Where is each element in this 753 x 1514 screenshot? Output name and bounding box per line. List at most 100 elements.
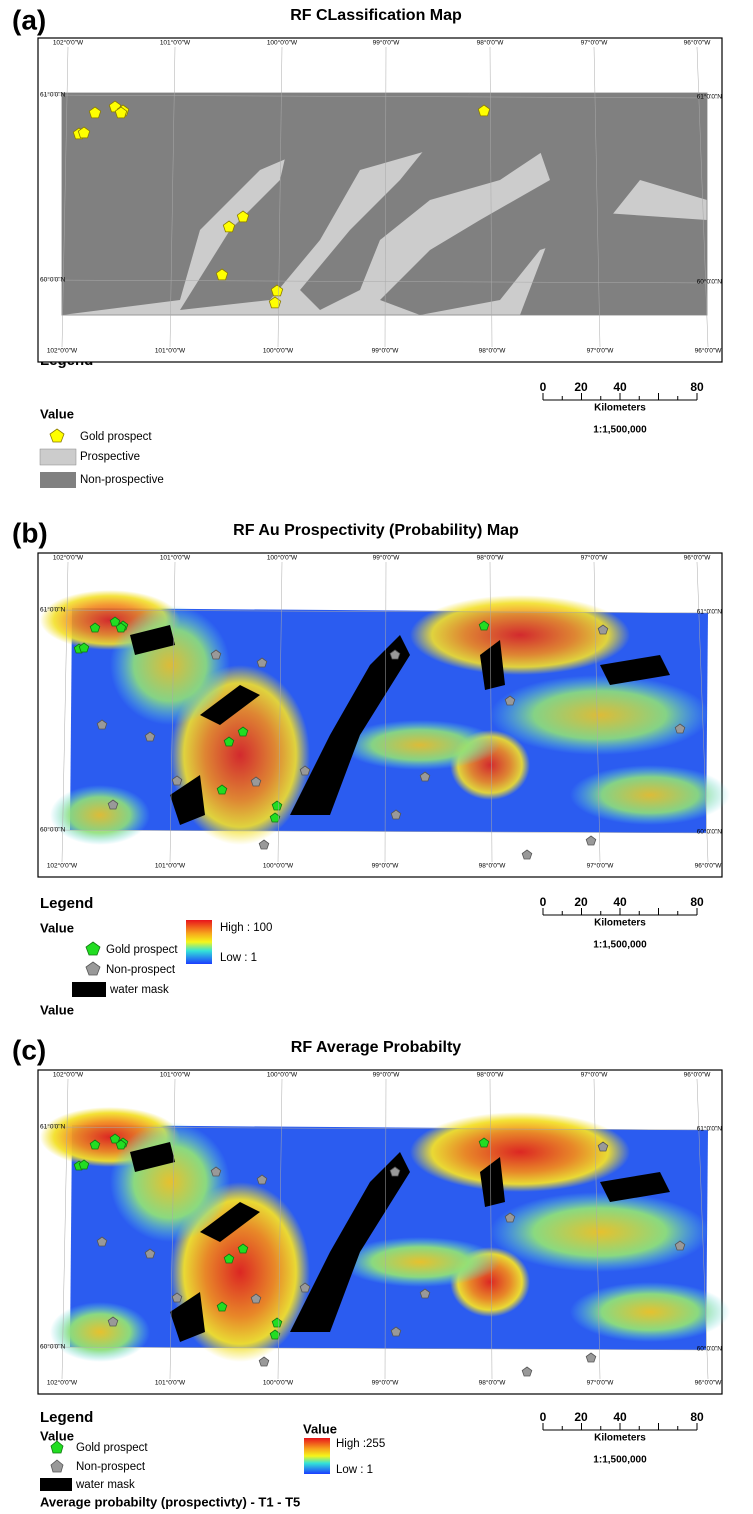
prospect-symbol [269, 1329, 281, 1340]
color-ramp [186, 920, 212, 964]
prospect-symbol [222, 220, 236, 233]
scale-label: 80 [690, 895, 704, 909]
prospect-symbol [109, 1133, 121, 1144]
prospect-symbol [171, 775, 183, 786]
gold-symbol [49, 428, 65, 443]
lon-label: 97°0'0"W [581, 1071, 609, 1079]
water-mask [600, 1172, 670, 1202]
prospect-symbol [256, 657, 268, 668]
lon-label: 97°0'0"W [587, 1379, 615, 1387]
graticule [61, 561, 69, 863]
lon-label: 98°0'0"W [477, 554, 505, 562]
lat-label: 61°0'0"N [40, 606, 66, 614]
map-title: RF Au Prospectivity (Probability) Map [233, 522, 519, 539]
prospect-symbol [258, 1356, 270, 1367]
probability-blob [340, 1237, 500, 1287]
prospect-symbol [585, 835, 597, 846]
prospect-symbol [216, 784, 228, 795]
lon-label: 99°0'0"W [373, 39, 401, 47]
prospect-symbol [504, 1212, 516, 1223]
prospect-symbol [89, 622, 101, 633]
prospect-symbol [107, 799, 119, 810]
panel-label: (b) [12, 517, 48, 548]
legend-item: Gold prospect [106, 944, 178, 956]
prospect-symbol [270, 284, 284, 297]
nonprospective-area [62, 120, 220, 250]
graticule [41, 94, 719, 99]
lon-label: 96°0'0"W [684, 1071, 712, 1079]
lat-label: 61°0'0"N [697, 93, 723, 101]
prospect-symbol [109, 616, 121, 627]
nonprospective-area [62, 93, 330, 315]
prospect-symbol [78, 642, 90, 653]
graticule [169, 46, 176, 348]
nonprospective-area [520, 210, 707, 315]
lat-label: 60°0'0"N [697, 278, 723, 286]
prospect-symbol [115, 622, 127, 633]
lon-label: 99°0'0"W [373, 1071, 401, 1079]
lon-label: 102°0'0"W [47, 1379, 78, 1387]
scale-label: 20 [574, 895, 588, 909]
prospect-symbol [269, 812, 281, 823]
prospect-symbol [597, 624, 609, 635]
legend-heading: Legend [40, 1409, 93, 1426]
lon-label: 98°0'0"W [477, 39, 505, 47]
lon-label: 99°0'0"W [372, 862, 400, 870]
prospect-symbol [223, 736, 235, 747]
lat-label: 60°0'0"N [40, 1343, 66, 1351]
graticule [696, 1078, 709, 1380]
scale-ratio: 1:1,500,000 [593, 425, 647, 436]
legend-item: Gold prospect [76, 1442, 148, 1454]
nonprospect-symbol [85, 961, 101, 976]
prospect-symbol [389, 649, 401, 660]
water-mask [600, 655, 670, 685]
lon-label: 101°0'0"W [155, 1379, 186, 1387]
water-swatch [40, 1478, 72, 1491]
prospect-symbol [389, 1166, 401, 1177]
ramp-high: High :255 [336, 1438, 385, 1450]
graticule [593, 1078, 601, 1380]
prospect-symbol [77, 126, 91, 139]
prospect-symbol [216, 1301, 228, 1312]
scale-unit: Kilometers [594, 1433, 646, 1444]
water-mask [290, 635, 410, 815]
graticule [41, 829, 719, 834]
nonprospective-area [380, 93, 707, 315]
water-mask [130, 625, 175, 655]
prospect-symbol [237, 726, 249, 737]
lat-label: 60°0'0"N [40, 276, 66, 284]
lon-label: 96°0'0"W [695, 1379, 723, 1387]
scale-label: 0 [540, 895, 547, 909]
lon-label: 100°0'0"W [267, 1071, 298, 1079]
prospect-symbol [144, 731, 156, 742]
graticule [41, 1346, 719, 1351]
scale-unit: Kilometers [594, 918, 646, 929]
lon-label: 98°0'0"W [479, 1379, 507, 1387]
prospect-symbol [299, 1282, 311, 1293]
prospect-symbol [210, 649, 222, 660]
nonprospective-swatch [40, 472, 76, 488]
probability-blob [50, 785, 150, 845]
probability-blob [50, 1302, 150, 1362]
water-mask [480, 1157, 505, 1207]
graticule [169, 561, 176, 863]
ramp-low: Low : 1 [220, 952, 257, 964]
scale-ratio: 1:1,500,000 [593, 1455, 647, 1466]
water-mask [290, 1152, 410, 1332]
graticule [169, 1078, 176, 1380]
gold-symbol [50, 1440, 64, 1454]
graticule [384, 1078, 387, 1380]
lat-label: 60°0'0"N [697, 1345, 723, 1353]
prospect-symbol [210, 1166, 222, 1177]
water-mask [200, 1202, 260, 1242]
scale-label: 80 [690, 380, 704, 394]
lon-label: 102°0'0"W [53, 554, 84, 562]
legend-value: Value [40, 1428, 74, 1443]
prospect-symbol [78, 1159, 90, 1170]
gold-symbol [85, 941, 101, 956]
lon-label: 101°0'0"W [160, 39, 191, 47]
prospect-symbol [107, 1316, 119, 1327]
prospect-symbol [477, 104, 491, 117]
graticule [277, 1078, 283, 1380]
legend-heading: Legend [40, 895, 93, 912]
